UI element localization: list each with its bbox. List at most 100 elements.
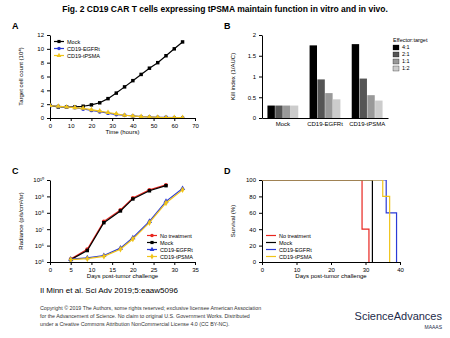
tick: 40: [130, 118, 137, 129]
tick-label: 40: [249, 227, 256, 233]
legend-swatch: [266, 235, 276, 236]
tick-label: CD19-tPSMA: [349, 121, 385, 127]
tick-label: 60: [249, 210, 256, 216]
legend: Effector:target4:12:11:11:2: [393, 37, 428, 71]
tick-label: 12: [37, 32, 44, 38]
tick-mark: [400, 262, 401, 265]
point: [73, 105, 76, 108]
point: [164, 200, 168, 206]
axis: 010203040506070: [49, 118, 200, 129]
tick: 50: [151, 118, 158, 129]
journal-logo: ScienceAdvances: [355, 310, 443, 322]
axis-line: [263, 118, 389, 119]
point: [164, 183, 168, 187]
tick-mark: [91, 262, 92, 265]
point: [181, 187, 185, 193]
tick-mark: [47, 229, 50, 230]
tick-mark: [47, 180, 50, 181]
tick-mark: [259, 118, 262, 119]
panel-label: D: [224, 166, 231, 176]
tick-mark: [47, 63, 50, 64]
tick: 30: [171, 262, 178, 273]
legend-label: 4:1: [402, 44, 410, 50]
tick-mark: [174, 118, 175, 121]
citation: Il Minn et al. Sci Adv 2019;5:eaaw5096: [40, 286, 178, 295]
tick: 2: [253, 32, 262, 38]
tick-mark: [47, 104, 50, 105]
bar: [352, 44, 359, 118]
series-line: [262, 180, 397, 262]
copyright: Copyright © 2019 The Authors, some right…: [40, 305, 261, 311]
tick-label: 4: [41, 88, 45, 94]
point: [139, 114, 144, 118]
tick-mark: [259, 229, 262, 230]
point: [72, 105, 77, 110]
tick-label: 6: [41, 74, 45, 80]
tick-mark: [112, 118, 113, 121]
tick-label: 25: [151, 267, 158, 273]
legend-marker: [57, 40, 60, 43]
legend: No treatmentMockCD19-EGFRtCD19-tPSMA: [147, 233, 193, 260]
legend-label: Mock: [279, 240, 292, 246]
legend-label: No treatment: [279, 233, 311, 239]
x-axis-title: Time (hours): [106, 129, 140, 135]
legend-swatch: [393, 66, 399, 71]
legend-marker: [57, 53, 62, 57]
tick: 15: [109, 262, 116, 273]
tick: 30: [363, 262, 370, 273]
tick-label: 10⁶: [35, 243, 45, 249]
tick: 80: [249, 194, 262, 200]
y-axis-title: Radiance (p/s/cm²/sr): [18, 192, 24, 249]
point: [114, 111, 119, 116]
tick: 60: [249, 210, 262, 216]
tick-mark: [112, 262, 113, 265]
tick: 0: [49, 262, 53, 273]
tick: 10⁶: [35, 243, 50, 249]
legend-swatch: [266, 256, 276, 257]
tick: 35: [192, 262, 199, 273]
tick-mark: [47, 90, 50, 91]
tick-label: 1.5: [248, 53, 257, 59]
series-line: [71, 185, 166, 259]
point: [86, 249, 89, 252]
point: [131, 196, 135, 200]
legend-label: CD19-tPSMA: [67, 53, 100, 59]
legend-swatch: [266, 249, 276, 250]
tick-label: 0: [41, 115, 45, 121]
tick: 10¹⁰: [33, 176, 50, 183]
series-line: [50, 106, 183, 118]
tick-mark: [47, 118, 50, 119]
tick-mark: [71, 262, 72, 265]
bar: [333, 99, 340, 118]
point: [155, 114, 160, 118]
point: [139, 73, 142, 76]
plot-area: [50, 40, 185, 118]
tick: 40: [397, 262, 404, 273]
tick-mark: [47, 77, 50, 78]
point: [147, 188, 151, 192]
tick-mark: [259, 180, 262, 181]
tick: 0: [261, 262, 265, 273]
point: [106, 97, 109, 100]
bar: [360, 79, 367, 118]
tick-label: 8: [41, 60, 45, 66]
tick-mark: [366, 262, 367, 265]
series-line: [262, 180, 390, 262]
tick: Mock: [276, 121, 291, 127]
tick-label: 30: [109, 123, 116, 129]
tick-label: 10⁸: [35, 210, 45, 216]
tick-label: 0: [253, 259, 257, 265]
panel-label: C: [12, 166, 19, 176]
bar: [325, 93, 332, 118]
tick-label: 20: [89, 123, 96, 129]
point: [164, 184, 167, 187]
axis-line: [51, 262, 196, 263]
legend-swatch: [393, 59, 399, 64]
legend-swatch: [393, 45, 399, 50]
tick-mark: [259, 56, 262, 57]
point: [89, 107, 94, 112]
tick: 70: [192, 118, 199, 129]
legend-title: Effector:target: [393, 37, 428, 43]
bar: [375, 101, 382, 118]
point: [131, 197, 134, 200]
